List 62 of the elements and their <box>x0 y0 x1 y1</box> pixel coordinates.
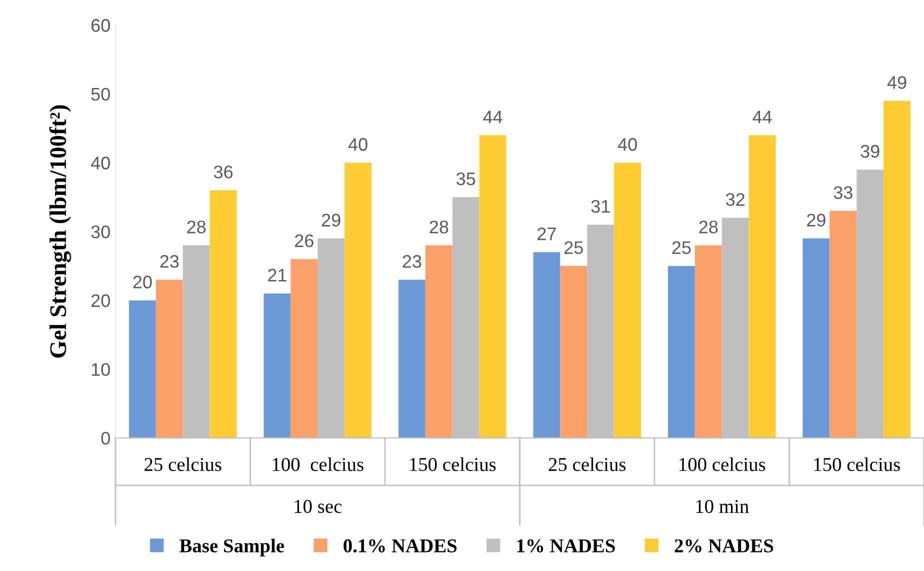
bar <box>830 210 857 438</box>
bar <box>264 293 291 438</box>
legend-label: 0.1% NADES <box>344 539 457 552</box>
data-label: 25 <box>564 241 583 254</box>
text: 10 sec <box>294 500 342 514</box>
data-label: 29 <box>807 214 826 227</box>
data-label: 29 <box>322 214 340 227</box>
bar <box>694 245 722 438</box>
bar <box>668 266 695 438</box>
bar <box>560 266 588 438</box>
data-label: 28 <box>699 220 718 234</box>
data-label: 39 <box>860 144 880 158</box>
data-label: 44 <box>483 110 502 124</box>
data-label: 28 <box>430 220 448 234</box>
data-label: 27 <box>538 227 556 240</box>
bar <box>479 135 506 438</box>
data-label: 23 <box>402 255 422 268</box>
data-label: 23 <box>160 255 179 268</box>
x-tick-label: 100 celcius <box>680 457 766 472</box>
x-tick-label: 25 celcius <box>144 457 222 472</box>
y-axis-title: Gel Strength (lbm/100ft²) <box>49 105 72 358</box>
data-label: 25 <box>672 241 691 254</box>
bar <box>533 252 560 438</box>
data-label: 20 <box>133 276 152 288</box>
bar <box>398 280 426 438</box>
y-tick-label: 30 <box>91 225 110 238</box>
legend-label: 2% NADES <box>674 539 774 552</box>
data-label: 33 <box>834 186 852 199</box>
y-tick-label: 0 <box>101 432 110 445</box>
bar <box>128 300 156 438</box>
legend-label: Base Sample <box>180 538 284 556</box>
y-tick-label: 10 <box>92 363 110 376</box>
bar <box>210 190 237 438</box>
y-tick-label: 60 <box>91 19 110 32</box>
data-label: 21 <box>268 268 286 282</box>
bar <box>290 259 318 438</box>
x-tick-label: 150 celcius <box>814 457 900 472</box>
data-label: 44 <box>752 110 772 124</box>
bar <box>425 245 452 438</box>
data-label: 40 <box>348 138 368 151</box>
data-label: 26 <box>295 234 314 248</box>
x-tick-label: 150 celcius <box>410 457 496 472</box>
data-label: 36 <box>214 166 233 178</box>
bar <box>802 238 830 438</box>
bar <box>156 280 183 438</box>
data-label: 31 <box>591 200 610 213</box>
x-tick-label: 25 celcius <box>548 457 626 472</box>
data-label: 40 <box>618 138 637 151</box>
bar <box>614 162 642 438</box>
y-tick-label: 50 <box>91 88 110 101</box>
data-label: 28 <box>187 220 206 234</box>
text: 10 min <box>696 500 749 514</box>
data-label: 32 <box>726 193 744 206</box>
legend-label: 1% NADES <box>517 539 615 552</box>
y-tick-label: 20 <box>91 294 110 308</box>
bar <box>884 100 911 438</box>
bar <box>344 162 372 438</box>
x-tick-label: 100 celcius <box>272 457 364 472</box>
data-label: 49 <box>887 76 906 89</box>
y-tick-label: 40 <box>90 156 110 170</box>
data-label: 35 <box>456 172 476 186</box>
bar <box>748 135 776 438</box>
